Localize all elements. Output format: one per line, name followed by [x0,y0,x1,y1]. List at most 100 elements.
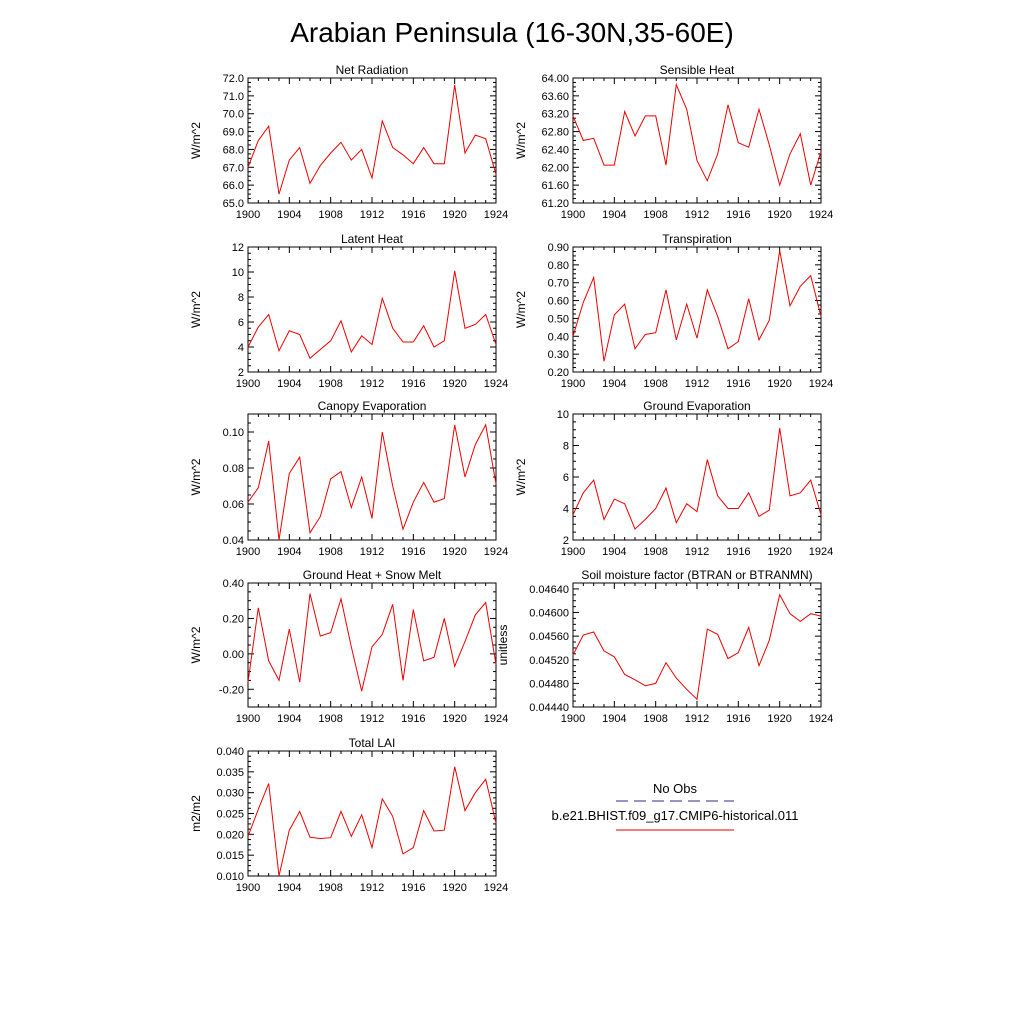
panel-title: Latent Heat [341,232,404,246]
panel-title: Ground Evaporation [643,399,750,413]
series-line [247,766,497,877]
x-tick-label: 1904 [277,882,301,894]
x-tick-label: 1900 [561,378,585,390]
series-line [247,593,497,692]
x-tick-label: 1924 [484,378,508,390]
y-tick-label: 4 [563,504,569,516]
y-tick-label: 66.0 [223,180,244,192]
legend: No Obs b.e21.BHIST.f09_g17.CMIP6-histori… [552,781,799,831]
y-tick-label: 10 [557,409,569,421]
panel-title: Transpiration [662,232,732,246]
panel-title: Ground Heat + Snow Melt [303,568,442,582]
y-tick-label: 0.00 [223,649,244,661]
y-tick-label: 0.04480 [529,678,569,690]
x-tick-label: 1916 [401,882,425,894]
y-tick-label: 0.06 [223,499,244,511]
y-tick-label: 61.60 [541,180,569,192]
x-tick-label: 1924 [484,209,508,221]
x-tick-label: 1920 [442,546,466,558]
x-tick-label: 1912 [685,713,709,725]
series-line [572,250,822,362]
x-tick-label: 1924 [809,546,833,558]
x-tick-label: 1924 [809,209,833,221]
y-tick-label: 70.0 [223,109,244,121]
panel-title: Sensible Heat [660,63,735,77]
y-tick-label: 12 [232,242,244,254]
panel-9: 1900 1904 1908 1912 1916 1920 1924 0.010 0.015 0.… [189,736,508,894]
plot-frame [247,582,497,708]
x-tick-label: 1920 [442,378,466,390]
y-tick-label: 64.00 [541,73,569,85]
x-tick-label: 1912 [685,378,709,390]
y-tick-label: 0.20 [223,613,244,625]
plot-frame [572,246,822,373]
x-tick-label: 1916 [401,546,425,558]
x-tick-label: 1900 [561,713,585,725]
x-tick-label: 1912 [360,209,384,221]
legend-model-label: b.e21.BHIST.f09_g17.CMIP6-historical.011 [552,808,799,823]
y-tick-label: 4 [238,342,244,354]
y-tick-label: 69.0 [223,127,244,139]
y-tick-label: 0.90 [548,242,569,254]
y-tick-label: 0.04440 [529,702,569,714]
x-tick-label: 1912 [360,378,384,390]
series-line [572,428,822,530]
x-tick-label: 1908 [318,378,342,390]
y-tick-label: 6 [563,472,569,484]
y-tick-label: 10 [232,267,244,279]
plot-frame [247,246,497,373]
y-tick-label: 0.035 [216,767,244,779]
x-tick-label: 1900 [236,546,260,558]
y-tick-label: 0.70 [548,278,569,290]
y-axis-label: unitless [496,625,510,666]
x-tick-label: 1916 [401,378,425,390]
y-tick-label: 0.04600 [529,608,569,620]
panel-5: 1900 1904 1908 1912 1916 1920 1924 0.04 0.06 0.08… [189,399,508,558]
y-tick-label: 62.00 [541,162,569,174]
panel-title: Total LAI [349,736,396,750]
x-tick-label: 1900 [236,713,260,725]
y-tick-label: 0.04520 [529,655,569,667]
x-tick-label: 1900 [236,378,260,390]
x-tick-label: 1908 [643,713,667,725]
y-tick-label: 0.50 [548,313,569,325]
panel-8: 1900 1904 1908 1912 1916 1920 1924 0.04440 0.044… [496,568,833,725]
y-tick-label: 67.0 [223,162,244,174]
x-tick-label: 1908 [318,882,342,894]
x-tick-label: 1924 [809,713,833,725]
x-tick-label: 1916 [401,209,425,221]
panel-7: 1900 1904 1908 1912 1916 1920 1924 -0.20 0.00 0.2… [189,568,508,725]
x-tick-label: 1908 [643,209,667,221]
plot-frame [572,77,822,204]
y-tick-label: 0.60 [548,296,569,308]
x-tick-label: 1916 [726,209,750,221]
y-axis-label: W/m^2 [514,291,528,328]
x-tick-label: 1904 [277,209,301,221]
panel-2: 1900 1904 1908 1912 1916 1920 1924 61.20 61.60 62… [514,63,833,221]
plot-frame [247,750,497,877]
y-axis-label: W/m^2 [514,458,528,495]
x-tick-label: 1924 [484,713,508,725]
x-tick-label: 1908 [318,713,342,725]
x-tick-label: 1900 [561,209,585,221]
panel-3: 1900 1904 1908 1912 1916 1920 1924 2 4 6 8 10 12 Late… [189,232,508,390]
y-tick-label: 72.0 [223,73,244,85]
y-tick-label: 2 [563,535,569,547]
legend-obs-label: No Obs [653,781,698,796]
x-tick-label: 1920 [767,209,791,221]
x-tick-label: 1912 [360,546,384,558]
series-line [572,82,822,187]
panel-title: Soil moisture factor (BTRAN or BTRANMN) [581,568,812,582]
x-tick-label: 1912 [360,713,384,725]
y-tick-label: 62.80 [541,127,569,139]
x-tick-label: 1916 [726,546,750,558]
y-axis-label: W/m^2 [189,122,203,159]
x-tick-label: 1920 [442,209,466,221]
panel-title: Net Radiation [336,63,409,77]
y-tick-label: 0.10 [223,427,244,439]
panel-1: 1900 1904 1908 1912 1916 1920 1924 65.0 66.0 67.0… [189,63,508,221]
x-tick-label: 1904 [602,209,626,221]
y-tick-label: 65.0 [223,198,244,210]
x-tick-label: 1904 [277,546,301,558]
y-axis-label: W/m^2 [514,122,528,159]
